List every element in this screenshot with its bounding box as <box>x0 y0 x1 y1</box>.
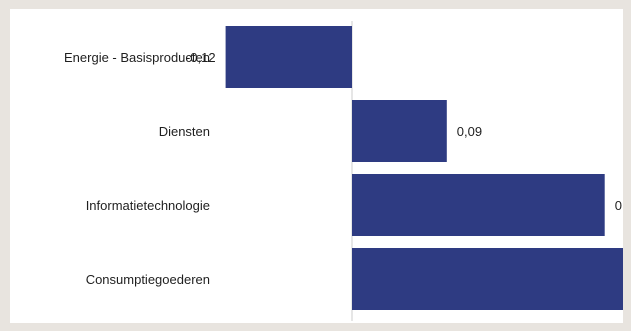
value-label: 0,24 <box>615 198 623 213</box>
category-label: Energie - Basisproducten <box>64 50 210 65</box>
category-label: Informatietechnologie <box>86 198 210 213</box>
bars-group <box>225 26 631 310</box>
category-label: Diensten <box>159 124 210 139</box>
bar-1 <box>225 26 352 88</box>
value-label: 0,09 <box>457 124 482 139</box>
value-label: -0,12 <box>186 50 216 65</box>
category-label: Consumptiegoederen <box>86 272 210 287</box>
category-labels: Energie - Basisproducten Diensten Informat… <box>64 50 210 287</box>
bar-chart: Energie - Basisproducten Diensten Informat… <box>64 21 631 321</box>
bar-4 <box>352 248 631 310</box>
chart-panel: Energie - Basisproducten Diensten Informat… <box>10 9 631 323</box>
bar-3 <box>352 174 605 236</box>
bar-2 <box>352 100 447 162</box>
value-labels: -0,120,090,240,32 <box>186 50 631 213</box>
